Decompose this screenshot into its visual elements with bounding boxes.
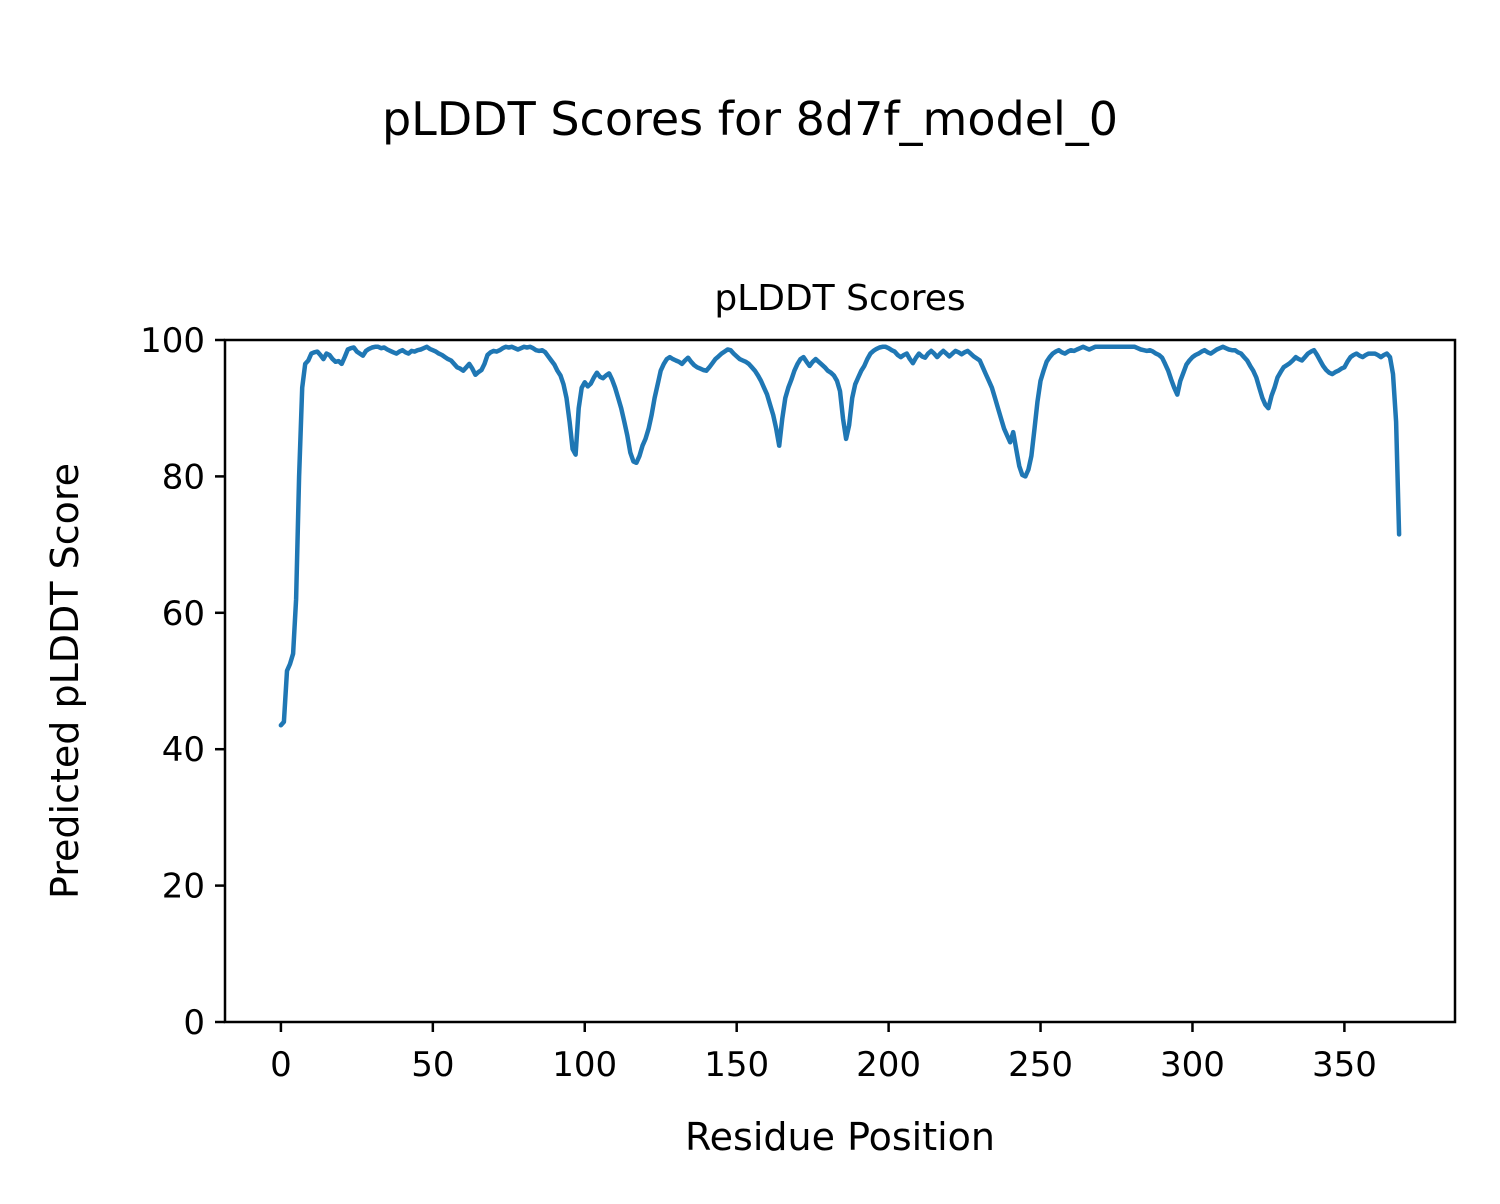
y-tick-label: 100 [140, 321, 205, 361]
plot-area: 0 50 100 150 200 250 300 350 0 20 40 60 80 100 [140, 321, 1457, 1085]
figure-suptitle: pLDDT Scores for 8d7f_model_0 [382, 92, 1118, 146]
x-tick-label: 150 [704, 1045, 769, 1085]
y-axis-label: Predicted pLDDT Score [43, 463, 87, 899]
y-tick-label: 0 [183, 1003, 205, 1043]
x-tick-label: 0 [270, 1045, 292, 1085]
x-axis-label: Residue Position [685, 1115, 995, 1159]
plddt-series-line [278, 344, 1402, 728]
x-tick-label: 100 [552, 1045, 617, 1085]
y-tick-label: 80 [162, 457, 205, 497]
y-tick-label: 40 [162, 730, 205, 770]
x-tick-label: 350 [1312, 1045, 1377, 1085]
x-tick-label: 200 [856, 1045, 921, 1085]
x-tick-label: 250 [1008, 1045, 1073, 1085]
axes-frame [223, 338, 1457, 1024]
y-tick-label: 20 [162, 867, 205, 907]
axes-title: pLDDT Scores [714, 278, 965, 319]
x-tick-label: 300 [1160, 1045, 1225, 1085]
y-tick-label: 60 [162, 594, 205, 634]
x-tick-label: 50 [411, 1045, 454, 1085]
